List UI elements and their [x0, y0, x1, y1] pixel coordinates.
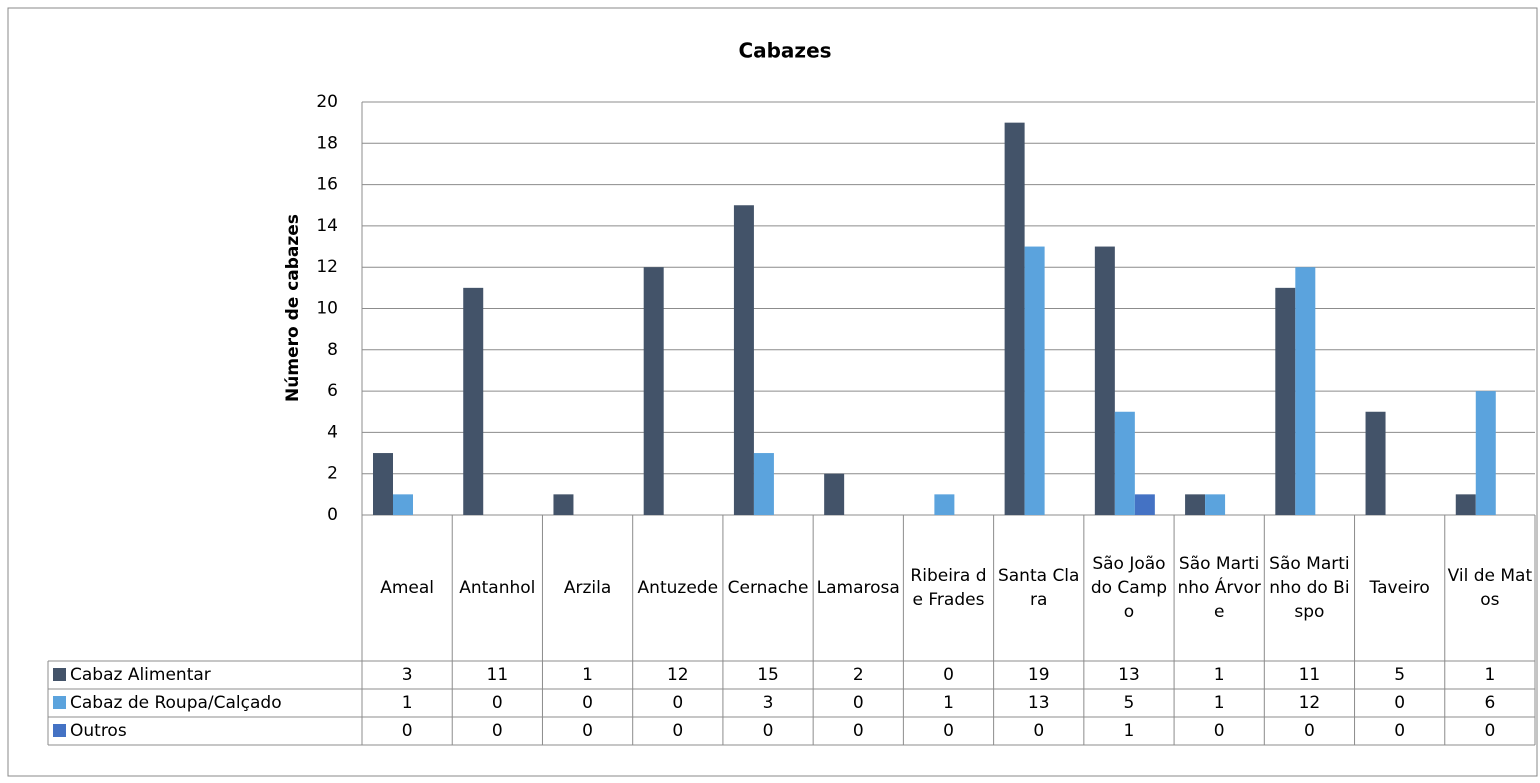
y-tick-label: 10: [316, 299, 338, 319]
data-table-value: 1: [402, 693, 413, 713]
data-table-value: 19: [1028, 665, 1050, 685]
legend-label: Cabaz Alimentar: [70, 665, 211, 685]
x-tick-label: Ribeira de Frades: [910, 566, 987, 610]
bar: [753, 453, 774, 515]
bar: [934, 494, 955, 515]
data-table-value: 0: [1214, 721, 1225, 741]
x-tick-label: Arzila: [563, 578, 612, 598]
y-tick-label: 4: [327, 422, 338, 442]
bar: [1365, 411, 1386, 515]
data-table-value: 11: [487, 665, 509, 685]
y-tick-label: 16: [316, 175, 338, 195]
data-table-value: 0: [943, 665, 954, 685]
legend-key: [53, 668, 66, 681]
bar: [1134, 494, 1155, 515]
x-tick-label: Santa Clara: [997, 566, 1080, 610]
data-table-value: 0: [492, 693, 503, 713]
y-tick-label: 0: [327, 505, 338, 525]
data-table-value: 0: [1394, 721, 1405, 741]
legend-label: Cabaz de Roupa/Calçado: [70, 693, 282, 713]
data-table-value: 5: [1124, 693, 1135, 713]
y-tick-label: 2: [327, 464, 338, 484]
data-table-value: 1: [1214, 693, 1225, 713]
data-table-value: 0: [672, 721, 683, 741]
data-table-value: 0: [1484, 721, 1495, 741]
data-table-value: 0: [1033, 721, 1044, 741]
data-table-value: 5: [1394, 665, 1405, 685]
legend-label: Outros: [70, 721, 127, 741]
data-table-value: 13: [1028, 693, 1050, 713]
data-table-value: 12: [1299, 693, 1321, 713]
data-table-value: 13: [1118, 665, 1140, 685]
bar: [1475, 391, 1496, 515]
x-tick-label: São Martinho Árvore: [1177, 554, 1261, 622]
chart-title: Cabazes: [738, 39, 831, 63]
data-table-value: 11: [1299, 665, 1321, 685]
x-tick-label: Ameal: [380, 578, 434, 598]
y-axis-label: Número de cabazes: [283, 214, 303, 402]
data-table-value: 3: [402, 665, 413, 685]
data-table-value: 12: [667, 665, 689, 685]
data-table-value: 0: [943, 721, 954, 741]
data-table-value: 0: [582, 721, 593, 741]
y-tick-label: 12: [316, 257, 338, 277]
x-tick-label: Antuzede: [637, 578, 719, 598]
data-table-value: 2: [853, 665, 864, 685]
bar: [1185, 494, 1206, 515]
legend-key: [53, 724, 66, 737]
data-table-value: 0: [402, 721, 413, 741]
data-table-value: 0: [1304, 721, 1315, 741]
x-tick-label: São João do Campo: [1090, 554, 1168, 622]
y-tick-label: 14: [316, 216, 338, 236]
data-table-value: 1: [943, 693, 954, 713]
x-tick-label: Taveiro: [1369, 578, 1430, 598]
x-tick-label: Lamarosa: [816, 578, 900, 598]
bar: [1275, 287, 1296, 515]
data-table-value: 1: [1484, 665, 1495, 685]
data-table-value: 0: [672, 693, 683, 713]
x-tick-label: Cernache: [727, 578, 809, 598]
bar: [824, 473, 845, 515]
bar: [1004, 122, 1025, 516]
bar: [1114, 411, 1135, 515]
bar: [373, 453, 393, 515]
bar: [1205, 494, 1226, 515]
bar: [393, 494, 413, 515]
y-tick-label: 8: [327, 340, 338, 360]
x-tick-label: Vil de Matos: [1447, 566, 1533, 610]
data-table-value: 1: [582, 665, 593, 685]
bar: [1094, 246, 1115, 516]
y-tick-label: 20: [316, 92, 338, 112]
data-table-value: 0: [582, 693, 593, 713]
bar: [553, 494, 574, 515]
data-table-value: 1: [1124, 721, 1135, 741]
data-table-value: 3: [763, 693, 774, 713]
bar: [1455, 494, 1476, 515]
bar: [1024, 246, 1045, 516]
bar: [463, 287, 484, 515]
data-table-value: 0: [763, 721, 774, 741]
data-table-value: 1: [1214, 665, 1225, 685]
bar: [1295, 267, 1316, 515]
y-tick-label: 18: [316, 133, 338, 153]
bar: [643, 267, 664, 515]
data-table-value: 0: [853, 693, 864, 713]
data-table-value: 0: [1394, 693, 1405, 713]
x-tick-label: Antanhol: [459, 578, 536, 598]
legend-key: [53, 696, 66, 709]
data-table-value: 6: [1484, 693, 1495, 713]
bar: [733, 205, 754, 515]
y-tick-label: 6: [327, 381, 338, 401]
data-table-value: 15: [757, 665, 779, 685]
x-tick-label: São Martinho do Bispo: [1269, 554, 1350, 622]
data-table-value: 0: [853, 721, 864, 741]
data-table-value: 0: [492, 721, 503, 741]
